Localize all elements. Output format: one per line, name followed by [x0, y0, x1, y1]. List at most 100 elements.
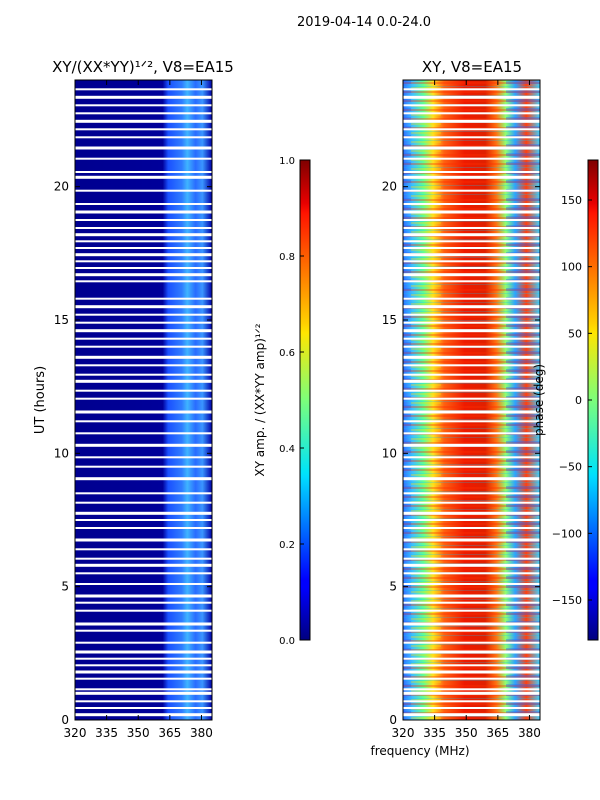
y-tick-label: 15	[54, 313, 69, 327]
data-gap	[403, 657, 540, 660]
amp-ratio-panel: XY/(XX*YY)¹ᐟ², V8=EA15 320 335 350 365 380 0…	[33, 58, 234, 740]
data-gap	[403, 267, 540, 269]
data-gap	[75, 189, 212, 192]
data-gap	[75, 527, 212, 529]
y-tick-label: 5	[389, 580, 397, 594]
phase-heatmap-texture	[403, 80, 540, 720]
x-tick-label: 335	[95, 726, 118, 740]
data-gap	[75, 677, 212, 680]
data-gap	[403, 379, 540, 383]
amp-data-gaps	[75, 88, 212, 717]
data-gap	[75, 688, 212, 691]
data-gap	[403, 305, 540, 309]
data-gap	[75, 609, 212, 612]
data-gap	[75, 664, 212, 667]
data-gap	[75, 397, 212, 400]
x-tick-label: 365	[158, 726, 181, 740]
colorbar-tick-label: −50	[559, 461, 582, 474]
data-gap	[403, 629, 540, 632]
data-gap	[75, 305, 212, 309]
amp-x-ticks: 320 335 350 365 380	[64, 80, 213, 740]
data-gap	[75, 203, 212, 205]
data-gap	[403, 313, 540, 316]
data-gap	[403, 691, 540, 695]
y-tick-label: 10	[54, 446, 69, 460]
y-tick-label: 10	[382, 446, 397, 460]
data-gap	[403, 477, 540, 481]
amp-colorbar-label: XY amp. / (XX*YY amp)¹ᐟ²	[253, 323, 267, 476]
phase-colorbar-ticks: −150 −100 −50 0 50 100 150	[552, 194, 592, 607]
y-tick-label: 20	[382, 180, 397, 194]
data-gap	[403, 373, 540, 376]
data-gap	[403, 688, 540, 691]
x-tick-label: 365	[486, 726, 509, 740]
y-tick-label: 5	[61, 580, 69, 594]
figure-suptitle: 2019-04-14 0.0-24.0	[297, 15, 431, 30]
colorbar-tick-label: 0.2	[279, 540, 295, 551]
data-gap	[75, 691, 212, 695]
colorbar-tick-label: −150	[552, 594, 582, 607]
data-gap	[403, 112, 540, 115]
data-gap	[403, 456, 540, 459]
data-gap	[75, 364, 212, 367]
y-tick-label: 0	[389, 713, 397, 727]
data-gap	[75, 707, 212, 709]
data-gap	[403, 95, 540, 99]
data-gap	[403, 260, 540, 263]
y-tick-label: 20	[54, 180, 69, 194]
data-gap	[75, 227, 212, 229]
data-gap	[75, 157, 212, 160]
data-gap	[75, 548, 212, 551]
colorbar-tick-label: 0.6	[279, 348, 295, 359]
x-tick-label: 380	[518, 726, 541, 740]
data-gap	[403, 273, 540, 277]
data-gap	[75, 329, 212, 333]
data-gap	[403, 527, 540, 529]
x-tick-label: 350	[127, 726, 150, 740]
data-gap	[403, 321, 540, 324]
data-gap	[403, 233, 540, 237]
x-tick-label: 335	[423, 726, 446, 740]
data-gap	[75, 104, 212, 107]
data-gap	[75, 519, 212, 521]
phase-colorbar-label: phase (deg)	[532, 364, 546, 436]
data-gap	[403, 136, 540, 139]
data-gap	[75, 273, 212, 277]
data-gap	[403, 511, 540, 515]
amp-panel-title: XY/(XX*YY)¹ᐟ², V8=EA15	[52, 58, 234, 76]
phase-axes-frame	[402, 79, 541, 721]
data-gap	[75, 557, 212, 560]
data-gap	[75, 700, 212, 703]
data-gap	[403, 650, 540, 654]
data-gap	[403, 594, 540, 598]
data-gap	[75, 297, 212, 300]
data-gap	[403, 572, 540, 575]
data-gap	[75, 267, 212, 269]
data-gap	[75, 373, 212, 376]
amp-y-axis-label: UT (hours)	[33, 366, 48, 434]
data-gap	[403, 157, 540, 160]
data-gap	[403, 203, 540, 205]
data-gap	[403, 119, 540, 123]
x-tick-label: 380	[190, 726, 213, 740]
data-gap	[403, 548, 540, 551]
data-gap	[75, 443, 212, 447]
colorbar-tick-label: 50	[568, 327, 582, 340]
data-gap	[75, 112, 212, 115]
data-gap	[403, 329, 540, 333]
phase-panel-title: XY, V8=EA15	[422, 58, 522, 76]
data-gap	[75, 321, 212, 324]
data-gap	[403, 247, 540, 249]
data-gap	[403, 492, 540, 495]
data-gap	[75, 657, 212, 660]
data-gap	[403, 146, 540, 150]
data-gap	[403, 557, 540, 560]
data-gap	[75, 420, 212, 423]
data-gap	[75, 601, 212, 604]
data-gap	[75, 713, 212, 717]
data-gap	[75, 128, 212, 131]
data-gap	[75, 233, 212, 237]
data-gap	[403, 104, 540, 107]
data-gap	[403, 171, 540, 173]
data-gap	[403, 670, 540, 674]
